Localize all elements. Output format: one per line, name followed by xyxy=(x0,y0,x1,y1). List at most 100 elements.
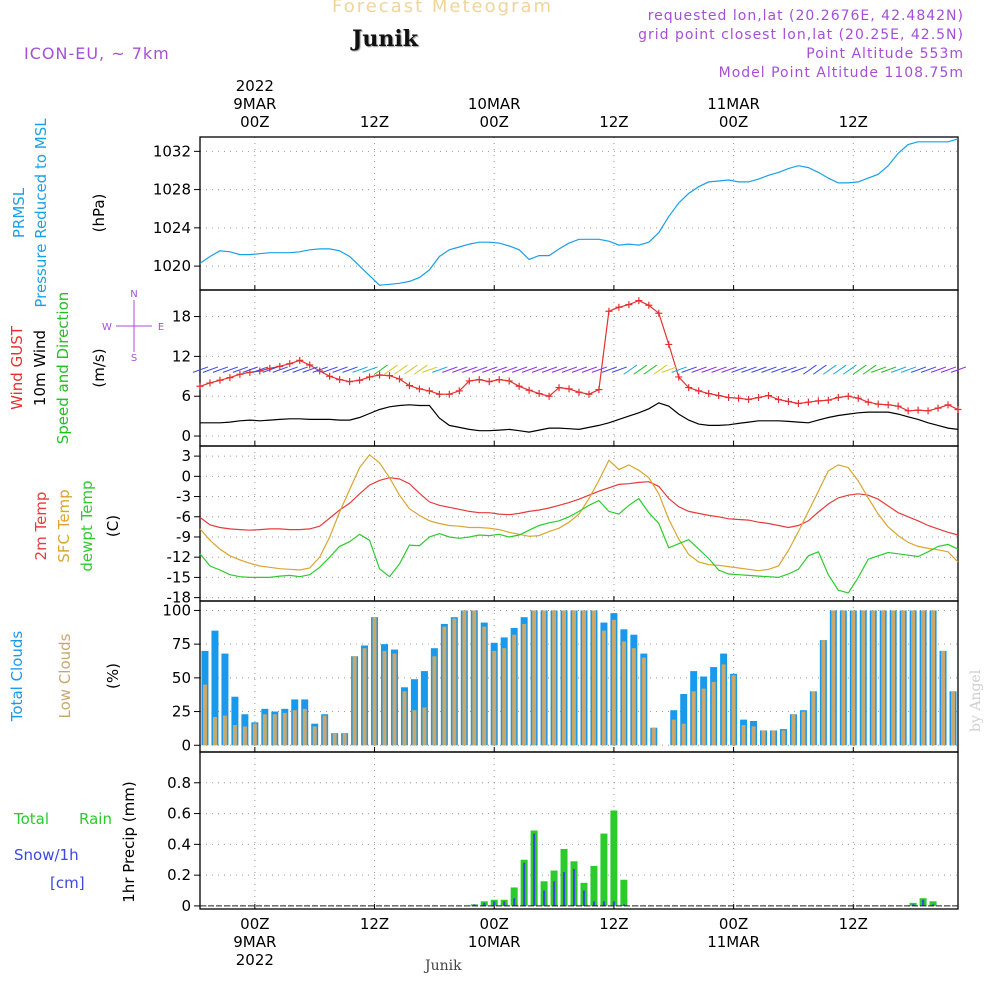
wind-direction-arrow xyxy=(212,366,229,373)
gust-marker xyxy=(425,387,433,395)
y-tick-label: 0 xyxy=(181,427,191,445)
wind-direction-arrow xyxy=(222,366,239,373)
low-cloud-bar xyxy=(901,610,906,746)
low-cloud-bar xyxy=(951,691,956,746)
y-tick-label: -6 xyxy=(176,508,191,526)
low-cloud-bar xyxy=(242,726,247,746)
bottom-time-label: 00Z xyxy=(480,915,509,933)
axis-label-10m-wind: 10m Wind xyxy=(31,330,49,406)
gust-marker xyxy=(675,373,683,381)
wind-direction-arrow xyxy=(472,366,488,373)
wind-direction-arrow xyxy=(414,364,428,375)
wind-direction-arrow xyxy=(653,364,668,375)
low-cloud-bar xyxy=(442,626,447,746)
panel-pressure xyxy=(194,136,959,291)
axis-label-pressure: Pressure Reduced to MSL xyxy=(32,118,50,308)
low-cloud-bar xyxy=(801,711,806,746)
wind-direction-arrow xyxy=(771,366,787,373)
wind-direction-arrow xyxy=(551,366,568,373)
low-cloud-bar xyxy=(711,681,716,746)
wind-direction-arrow xyxy=(681,366,697,373)
gust-marker xyxy=(395,375,403,383)
low-cloud-bar xyxy=(492,650,497,746)
gust-marker xyxy=(326,372,334,380)
wind-direction-arrow xyxy=(581,366,598,373)
wind-direction-arrow xyxy=(781,366,797,373)
top-time-label: 9MAR xyxy=(233,95,276,113)
rain-bar xyxy=(610,810,618,906)
low-cloud-bar xyxy=(522,623,527,746)
low-cloud-bar xyxy=(272,714,277,746)
axis-label-ms: (m/s) xyxy=(90,348,108,387)
wind-direction-arrow xyxy=(731,366,747,373)
wind-direction-arrow xyxy=(910,366,927,373)
gust-marker xyxy=(386,372,393,380)
wind-direction-arrow xyxy=(791,366,807,373)
low-cloud-bar xyxy=(222,715,227,746)
temp-2m-line xyxy=(199,477,959,536)
wind-direction-arrow xyxy=(482,366,498,373)
total-cloud-bar xyxy=(211,630,219,746)
low-cloud-bar xyxy=(771,730,776,746)
wind-direction-arrow xyxy=(352,366,368,373)
temp-dewpt-line xyxy=(199,497,959,594)
gust-marker xyxy=(515,382,523,390)
bottom-time-label: 11MAR xyxy=(707,933,760,951)
snow-bar xyxy=(602,901,605,906)
gust-marker xyxy=(715,392,723,400)
bottom-time-label: 00Z xyxy=(719,915,748,933)
wind-direction-arrow xyxy=(661,366,677,373)
snow-bar xyxy=(503,901,506,906)
wind-direction-arrow xyxy=(541,366,558,373)
gust-marker xyxy=(834,394,842,402)
y-tick-label: -9 xyxy=(176,528,191,546)
grid-point-coords: grid point closest lon,lat (20.25E, 42.5… xyxy=(638,27,964,43)
legend-cm: [cm] xyxy=(50,874,85,892)
wind-direction-arrow xyxy=(272,366,288,373)
low-cloud-bar xyxy=(811,691,816,746)
y-tick-label: 0 xyxy=(181,897,191,915)
low-cloud-bar xyxy=(452,618,457,746)
compass-w: W xyxy=(102,322,112,333)
gust-marker xyxy=(455,387,463,395)
wind-direction-arrow xyxy=(862,364,877,375)
wind-direction-arrow xyxy=(452,366,468,373)
low-cloud-bar xyxy=(941,650,946,746)
low-cloud-bar xyxy=(701,688,706,746)
gust-marker xyxy=(685,384,693,392)
low-cloud-bar xyxy=(751,726,756,746)
low-cloud-bar xyxy=(621,641,626,746)
y-tick-label: -18 xyxy=(167,589,192,607)
gust-marker xyxy=(336,376,344,384)
y-tick-label: 75 xyxy=(172,635,191,653)
gust-marker xyxy=(605,307,613,315)
compass-s: S xyxy=(131,353,137,364)
snow-bar xyxy=(622,904,625,906)
low-cloud-bar xyxy=(741,725,746,746)
wind-direction-arrow xyxy=(852,364,867,375)
wind-direction-arrow xyxy=(332,366,348,373)
gust-marker xyxy=(465,377,473,385)
bottom-time-label: 12Z xyxy=(360,915,389,933)
gust-marker xyxy=(774,396,782,404)
rain-bar xyxy=(929,901,937,906)
top-time-label: 12Z xyxy=(360,113,389,131)
wind-direction-arrow xyxy=(842,364,857,375)
y-tick-label: -3 xyxy=(176,488,191,506)
low-cloud-bar xyxy=(651,727,656,746)
gust-marker xyxy=(296,356,304,364)
rain-bar xyxy=(620,879,628,906)
low-cloud-bar xyxy=(671,719,676,746)
gust-marker xyxy=(196,382,204,390)
wind-direction-arrow xyxy=(282,366,298,373)
bottom-time-label: 9MAR xyxy=(233,933,276,951)
axis-label-prmsl: PRMSL xyxy=(10,187,28,238)
wind-direction-arrow xyxy=(832,364,847,375)
low-cloud-bar xyxy=(681,723,686,746)
panel-clouds xyxy=(194,600,959,753)
low-cloud-bar xyxy=(312,726,317,746)
y-tick-label: 25 xyxy=(172,703,191,721)
wind-direction-arrow xyxy=(920,366,937,373)
wind-direction-arrow xyxy=(242,366,259,373)
low-cloud-bar xyxy=(352,656,357,746)
